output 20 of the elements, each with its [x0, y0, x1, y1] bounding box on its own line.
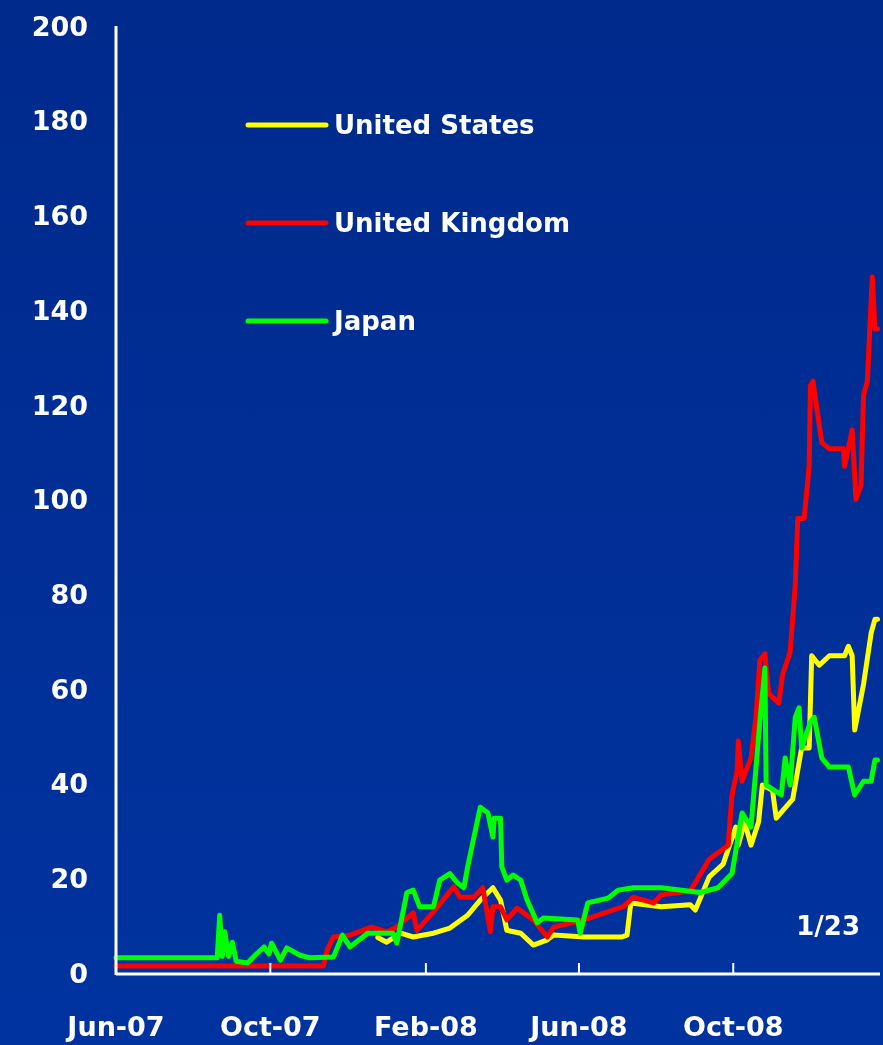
y-tick-label: 100: [31, 484, 88, 516]
y-tick-label: 200: [31, 10, 88, 42]
y-tick-label: 180: [31, 105, 88, 137]
y-tick-label: 120: [31, 389, 88, 421]
y-tick-label: 20: [50, 863, 88, 895]
annotation: 1/23: [796, 911, 860, 941]
x-tick-label: Oct-08: [682, 1011, 784, 1042]
x-tick-label: Oct-07: [219, 1011, 321, 1042]
y-tick-label: 160: [31, 200, 88, 232]
y-tick-label: 140: [31, 294, 88, 326]
y-tick-label: 0: [69, 957, 88, 989]
x-tick-label: Feb-08: [374, 1011, 478, 1042]
legend-label: United Kingdom: [334, 208, 571, 239]
y-tick-label: 40: [50, 768, 88, 800]
y-tick-label: 80: [50, 578, 88, 610]
legend-label: Japan: [332, 306, 416, 337]
x-tick-label: Jun-08: [528, 1011, 628, 1042]
legend-label: United States: [334, 110, 535, 141]
x-tick-label: Jun-07: [65, 1011, 165, 1042]
y-tick-label: 60: [50, 673, 88, 705]
